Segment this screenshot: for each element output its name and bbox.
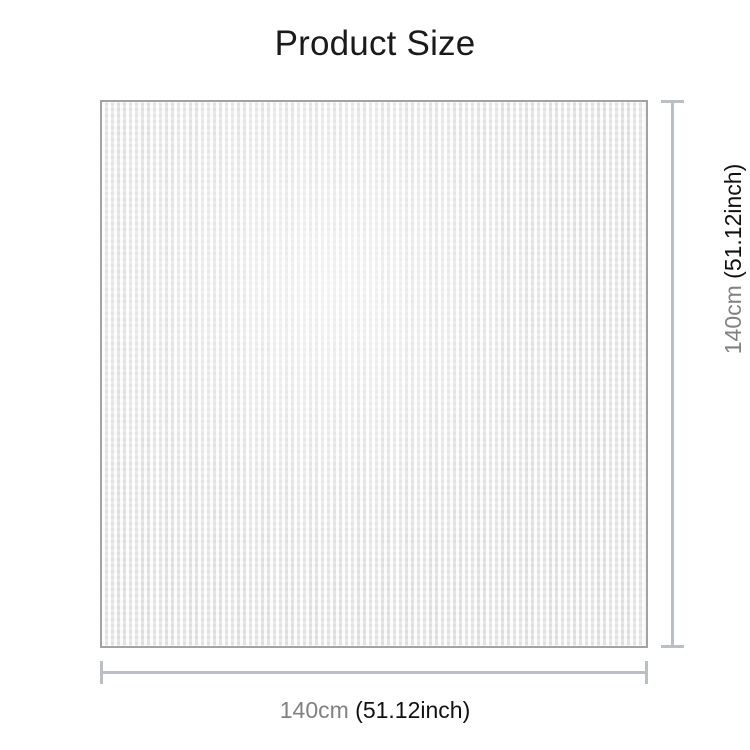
width-imperial-value: (51.12inch) [348,697,471,723]
height-dimension-line [661,100,684,648]
height-dimension-label: 140cm (51.12inch) [719,129,747,389]
product-fabric-swatch [100,100,648,648]
width-dimension-label: 140cm (51.12inch) [0,696,750,724]
page-title: Product Size [274,24,476,63]
swatch-inner-edge [102,102,646,646]
width-dimension-cap-right [645,661,648,684]
width-dimension-line [100,661,648,684]
height-imperial-value: (51.12inch) [720,163,746,286]
width-metric-value: 140cm [279,697,349,723]
swatch-highlight [102,102,646,646]
height-metric-value: 140cm [720,285,746,355]
height-dimension-cap-bottom [661,645,684,648]
height-dimension-cap-top [661,100,684,103]
width-dimension-cap-left [100,661,103,684]
